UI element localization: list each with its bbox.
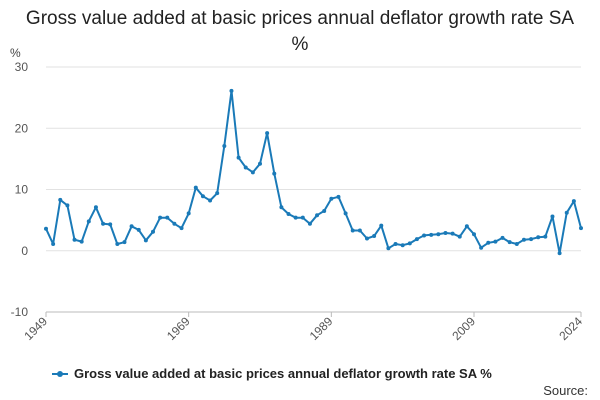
data-point bbox=[165, 215, 170, 220]
data-point bbox=[222, 144, 227, 149]
y-tick-label: 0 bbox=[21, 244, 28, 258]
data-point bbox=[143, 238, 148, 243]
data-point bbox=[236, 155, 241, 160]
data-point bbox=[93, 205, 98, 210]
data-point bbox=[272, 171, 277, 176]
y-axis-ticks: -10 0 10 20 30 bbox=[11, 60, 29, 319]
y-tick-label: -10 bbox=[11, 305, 29, 319]
data-point bbox=[258, 161, 262, 166]
data-point bbox=[472, 232, 476, 237]
data-point bbox=[136, 227, 141, 232]
data-point bbox=[443, 230, 448, 235]
data-point bbox=[243, 165, 248, 170]
data-point bbox=[307, 221, 312, 226]
data-point bbox=[186, 211, 191, 216]
data-point bbox=[329, 196, 334, 201]
gridlines bbox=[46, 66, 581, 313]
data-point bbox=[372, 234, 377, 239]
data-point bbox=[407, 241, 412, 246]
data-point bbox=[414, 237, 419, 242]
data-point bbox=[514, 242, 519, 247]
data-point bbox=[158, 215, 163, 220]
data-point bbox=[179, 226, 184, 231]
y-tick-label: 30 bbox=[15, 60, 29, 74]
data-point bbox=[229, 88, 234, 93]
data-point bbox=[543, 234, 548, 239]
data-point bbox=[300, 215, 305, 220]
data-point bbox=[357, 228, 362, 233]
data-point bbox=[51, 242, 56, 247]
data-point bbox=[129, 224, 134, 229]
data-point bbox=[436, 232, 441, 237]
data-point bbox=[208, 198, 213, 203]
data-point bbox=[529, 237, 534, 242]
data-point bbox=[429, 232, 434, 237]
data-point bbox=[79, 239, 84, 244]
data-point bbox=[486, 240, 491, 245]
data-point bbox=[557, 251, 562, 256]
data-point bbox=[507, 240, 512, 245]
data-point bbox=[65, 203, 70, 208]
data-point bbox=[336, 194, 341, 199]
x-tick-label: 2009 bbox=[449, 314, 478, 343]
data-point bbox=[450, 231, 455, 236]
data-point bbox=[343, 211, 348, 216]
data-point bbox=[172, 221, 177, 226]
data-point bbox=[400, 243, 405, 248]
data-point bbox=[151, 229, 155, 234]
data-point bbox=[200, 194, 205, 199]
data-point bbox=[479, 245, 484, 250]
data-point bbox=[393, 242, 398, 247]
series-line bbox=[45, 89, 582, 255]
data-point bbox=[265, 131, 270, 136]
data-point bbox=[215, 191, 220, 196]
data-point bbox=[315, 213, 320, 218]
data-point bbox=[493, 239, 498, 244]
data-point bbox=[86, 219, 91, 224]
data-point bbox=[101, 221, 106, 226]
y-tick-label: 20 bbox=[15, 121, 29, 135]
data-point bbox=[322, 208, 327, 213]
data-point bbox=[579, 226, 583, 231]
data-point bbox=[457, 234, 462, 239]
data-point bbox=[108, 222, 113, 227]
data-point bbox=[564, 210, 569, 215]
data-point bbox=[571, 199, 576, 204]
x-axis-ticks: 1949 1969 1989 2009 2024 bbox=[21, 311, 585, 343]
data-point bbox=[464, 224, 469, 229]
data-point bbox=[422, 233, 427, 238]
source-label: Source: bbox=[543, 383, 588, 398]
x-tick-label: 2024 bbox=[556, 314, 585, 343]
x-tick-label: 1969 bbox=[164, 314, 193, 343]
data-point bbox=[72, 237, 77, 242]
data-point bbox=[379, 223, 384, 228]
data-point bbox=[44, 226, 48, 231]
data-point bbox=[250, 170, 255, 175]
data-point bbox=[550, 214, 555, 219]
y-tick-label: 10 bbox=[15, 183, 29, 197]
data-point bbox=[386, 246, 391, 251]
legend: Gross value added at basic prices annual… bbox=[52, 366, 492, 381]
data-point bbox=[58, 197, 63, 202]
data-point bbox=[500, 235, 505, 240]
y-axis-unit: % bbox=[10, 46, 21, 60]
data-point bbox=[293, 215, 298, 220]
data-point bbox=[286, 212, 291, 216]
data-point bbox=[365, 236, 369, 241]
series-group bbox=[44, 88, 583, 256]
data-point bbox=[193, 185, 198, 190]
x-tick-label: 1989 bbox=[307, 314, 336, 343]
data-point bbox=[536, 235, 541, 240]
data-point bbox=[350, 228, 355, 233]
chart-title: Gross value added at basic prices annual… bbox=[25, 8, 575, 55]
legend-swatch bbox=[52, 370, 68, 377]
legend-label: Gross value added at basic prices annual… bbox=[74, 366, 492, 381]
data-point bbox=[115, 242, 120, 247]
data-point bbox=[279, 205, 284, 210]
data-point bbox=[521, 237, 526, 242]
data-point bbox=[122, 240, 127, 245]
